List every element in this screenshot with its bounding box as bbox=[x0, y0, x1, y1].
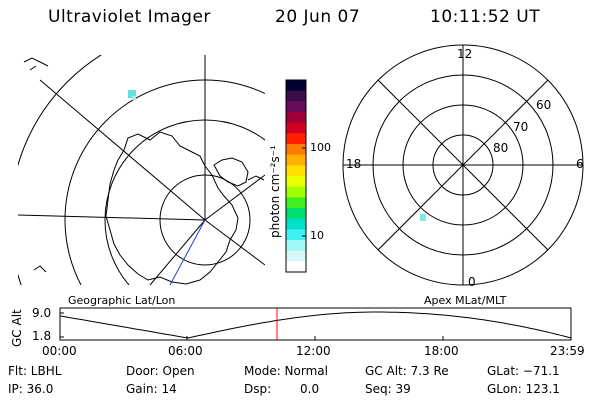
colorbar-segment bbox=[286, 144, 306, 156]
geo-map-label: Geographic Lat/Lon bbox=[68, 294, 176, 307]
altitude-curve bbox=[59, 311, 572, 339]
lon-line bbox=[204, 174, 265, 221]
status-flt: Flt: LBHL bbox=[8, 364, 62, 378]
coastline bbox=[247, 175, 265, 181]
aurora-pixel-mlt bbox=[420, 214, 426, 221]
status-dsp-label: Dsp: bbox=[244, 382, 272, 396]
colorbar-segment bbox=[286, 250, 306, 262]
timeline-xtick: 23:59 bbox=[550, 344, 585, 358]
colorbar-segment bbox=[286, 229, 306, 241]
colorbar-label-100: 100 bbox=[310, 141, 331, 154]
satellite-track bbox=[169, 219, 206, 286]
colorbar-segment bbox=[286, 122, 306, 134]
geographic-map bbox=[18, 55, 265, 285]
mlt-label-0: 0 bbox=[468, 275, 476, 289]
colorbar-segment bbox=[286, 176, 306, 188]
time-label: 10:11:52 UT bbox=[430, 7, 541, 27]
colorbar-segment bbox=[286, 186, 306, 198]
lon-line bbox=[39, 79, 206, 221]
timeline-xtick: 18:00 bbox=[424, 344, 459, 358]
coastline bbox=[105, 131, 239, 285]
colorbar-segment bbox=[286, 261, 306, 273]
status-gain: Gain: 14 bbox=[126, 382, 177, 396]
colorbar-segment bbox=[286, 240, 306, 252]
timeline-ytick-top: 9.0 bbox=[32, 306, 52, 320]
colorbar-segment bbox=[286, 112, 306, 124]
colorbar-segment bbox=[286, 165, 306, 177]
instrument-title: Ultraviolet Imager bbox=[48, 7, 211, 27]
colorbar-segment bbox=[286, 197, 306, 209]
aurora-pixel bbox=[132, 96, 136, 100]
mlt-diagonal bbox=[377, 79, 549, 251]
status-dsp-value: 0.0 bbox=[300, 382, 320, 396]
aurora-pixel bbox=[128, 90, 136, 98]
mlt-label-18: 18 bbox=[346, 157, 362, 171]
colorbar-segment bbox=[286, 208, 306, 220]
colorbar-unit-label: photon cm⁻²s⁻¹ bbox=[268, 145, 282, 238]
timeline-ytick-bottom: 1.8 bbox=[32, 329, 52, 343]
coastline bbox=[213, 157, 249, 187]
colorbar-segment bbox=[286, 80, 306, 92]
status-seq: Seq: 39 bbox=[365, 382, 411, 396]
mlt-dial-label: Apex MLat/MLT bbox=[424, 294, 507, 307]
colorbar-segment bbox=[286, 154, 306, 166]
colorbar-segment bbox=[286, 101, 306, 113]
coastline bbox=[33, 265, 47, 273]
status-ip: IP: 36.0 bbox=[8, 382, 54, 396]
status-door: Door: Open bbox=[126, 364, 195, 378]
lon-line bbox=[149, 219, 206, 285]
mlt-dial bbox=[342, 44, 584, 286]
mlt-label-6: 6 bbox=[576, 157, 584, 171]
status-mode: Mode: Normal bbox=[244, 364, 328, 378]
lon-line bbox=[204, 219, 265, 266]
altitude-timeline bbox=[59, 307, 572, 341]
status-glon: GLon: 123.1 bbox=[487, 382, 560, 396]
colorbar-segment bbox=[286, 218, 306, 230]
mlat-label-60: 60 bbox=[536, 98, 552, 112]
timeline-frame bbox=[59, 307, 572, 341]
timeline-xtick: 06:00 bbox=[168, 344, 203, 358]
coastline bbox=[23, 57, 49, 71]
timeline-xtick: 12:00 bbox=[296, 344, 331, 358]
colorbar-segment bbox=[286, 133, 306, 145]
colorbar-frame bbox=[285, 79, 307, 273]
date-label: 20 Jun 07 bbox=[275, 7, 361, 27]
mlt-label-12: 12 bbox=[457, 47, 473, 61]
colorbar-segment bbox=[286, 90, 306, 102]
timeline-axis-label: GC Alt bbox=[10, 309, 24, 347]
status-glat: GLat: −71.1 bbox=[487, 364, 560, 378]
lon-line bbox=[18, 214, 206, 221]
colorbar bbox=[286, 80, 306, 273]
status-gc-alt: GC Alt: 7.3 Re bbox=[365, 364, 449, 378]
colorbar-label-10: 10 bbox=[310, 229, 324, 242]
mlat-label-70: 70 bbox=[513, 120, 529, 134]
mlat-label-80: 80 bbox=[493, 141, 509, 155]
timeline-xtick: 00:00 bbox=[42, 344, 77, 358]
